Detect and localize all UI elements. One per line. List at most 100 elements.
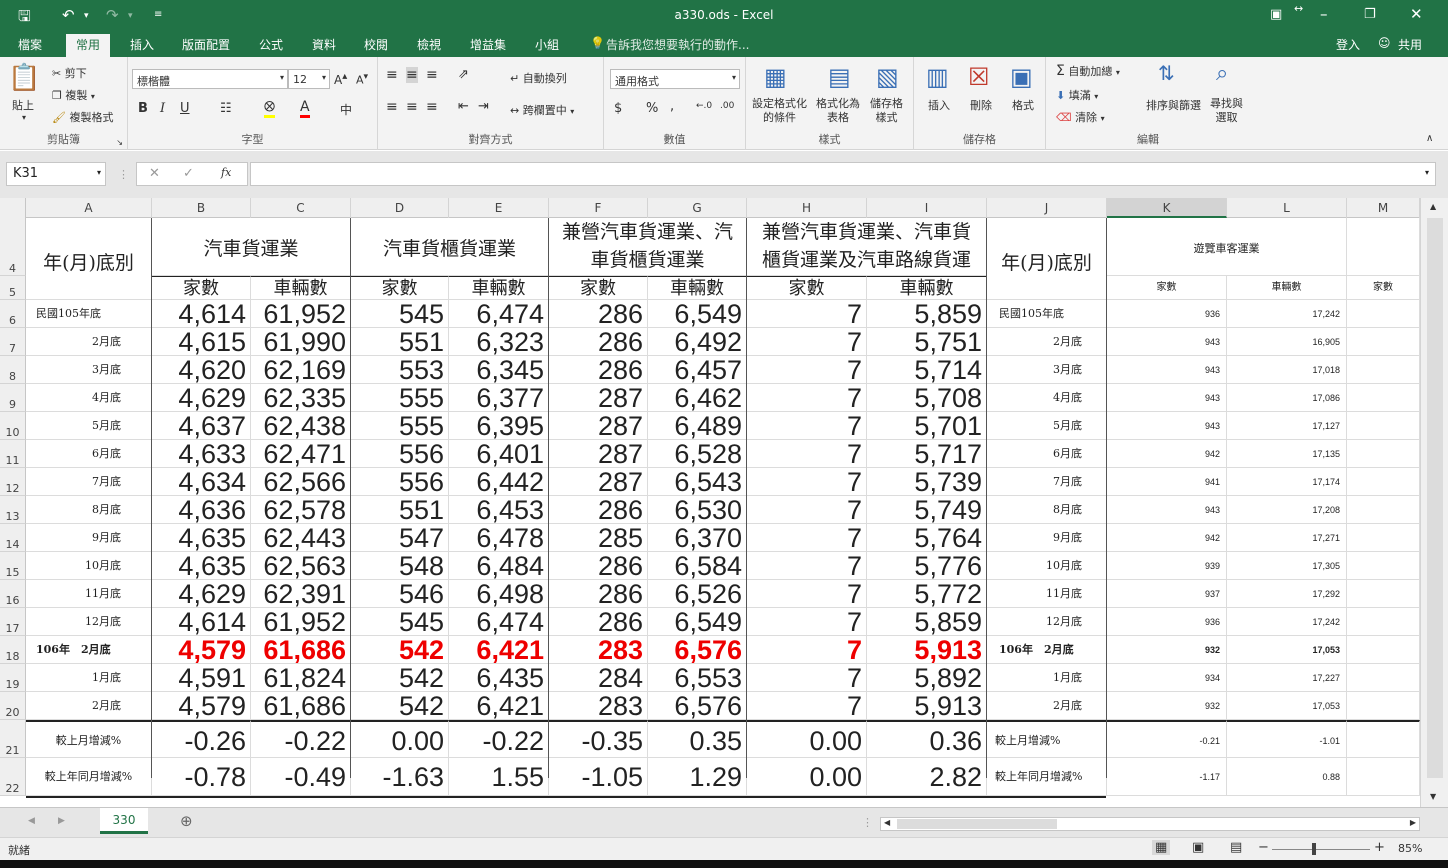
align-top-icon[interactable]: ≡ <box>386 67 398 83</box>
scroll-down-icon[interactable]: ▼ <box>1430 792 1437 801</box>
fill-button[interactable]: ⬇ 填滿 ▾ <box>1056 87 1098 103</box>
empty-cell[interactable] <box>1347 356 1420 384</box>
data-cell[interactable]: 6,584 <box>648 552 747 580</box>
data-cell[interactable]: 5,717 <box>867 440 987 468</box>
row-label-right[interactable]: 民國105年底 <box>987 300 1107 328</box>
data-cell-small[interactable]: 16,905 <box>1227 328 1347 356</box>
row-label-right[interactable]: 12月底 <box>987 608 1107 636</box>
row-label[interactable]: 9月底 <box>26 524 152 552</box>
sign-in-link[interactable]: 登入 <box>1336 38 1361 52</box>
ribbon-display-icon[interactable]: ▣ <box>1270 7 1283 22</box>
data-cell[interactable]: 6,549 <box>648 608 747 636</box>
data-cell[interactable]: 62,169 <box>251 356 351 384</box>
data-cell[interactable]: 62,578 <box>251 496 351 524</box>
conditional-format-button[interactable]: 設定格式化 的條件 <box>752 97 807 125</box>
column-header-i[interactable]: I <box>867 198 987 218</box>
data-cell[interactable]: 6,474 <box>449 300 549 328</box>
row-label-right[interactable]: 7月底 <box>987 468 1107 496</box>
tab-file[interactable]: 檔案 <box>18 38 43 52</box>
formula-input[interactable]: ▾ <box>250 162 1436 186</box>
data-cell[interactable]: 285 <box>549 524 648 552</box>
data-cell[interactable]: 7 <box>747 608 867 636</box>
row-header[interactable]: 9 <box>0 384 26 412</box>
row-label-right[interactable]: 2月底 <box>987 328 1107 356</box>
data-cell[interactable]: 62,438 <box>251 412 351 440</box>
data-cell[interactable]: 5,701 <box>867 412 987 440</box>
data-cell[interactable]: 62,563 <box>251 552 351 580</box>
data-cell-small[interactable]: 932 <box>1107 692 1227 720</box>
data-cell[interactable]: 6,543 <box>648 468 747 496</box>
font-color-icon[interactable]: A <box>300 99 310 118</box>
data-cell[interactable]: 6,435 <box>449 664 549 692</box>
data-cell[interactable]: 5,772 <box>867 580 987 608</box>
data-cell-small[interactable]: 17,135 <box>1227 440 1347 468</box>
data-cell[interactable]: 286 <box>549 496 648 524</box>
underline-button[interactable]: U <box>180 101 190 116</box>
data-cell-small[interactable]: 17,242 <box>1227 300 1347 328</box>
insert-cells-icon[interactable]: ▥ <box>926 63 949 91</box>
data-cell-small[interactable]: 943 <box>1107 384 1227 412</box>
data-cell[interactable]: 286 <box>549 580 648 608</box>
data-cell[interactable]: 548 <box>351 552 449 580</box>
data-cell[interactable]: 7 <box>747 524 867 552</box>
data-cell[interactable]: 7 <box>747 300 867 328</box>
data-cell[interactable]: 62,566 <box>251 468 351 496</box>
data-cell-small[interactable]: 17,227 <box>1227 664 1347 692</box>
change-label-right[interactable]: 較上月增減% <box>987 720 1107 758</box>
data-cell[interactable]: 5,859 <box>867 608 987 636</box>
percent-icon[interactable]: % <box>646 101 659 116</box>
data-cell-small[interactable]: 943 <box>1107 328 1227 356</box>
change-cell-small[interactable]: 0.88 <box>1227 758 1347 796</box>
row-header[interactable]: 12 <box>0 468 26 496</box>
data-cell[interactable]: 7 <box>747 328 867 356</box>
data-cell[interactable]: 4,614 <box>152 300 251 328</box>
tab-insert[interactable]: 插入 <box>130 38 155 52</box>
row-label[interactable]: 5月底 <box>26 412 152 440</box>
row-header[interactable]: 19 <box>0 664 26 692</box>
data-cell[interactable]: 553 <box>351 356 449 384</box>
row-label-right[interactable]: 106年 2月底 <box>987 636 1107 664</box>
redo-icon[interactable]: ↷ <box>106 6 119 24</box>
select-all-corner[interactable] <box>0 198 26 218</box>
row-header[interactable]: 4 <box>0 218 26 276</box>
data-cell[interactable]: 287 <box>549 412 648 440</box>
data-cell[interactable]: 4,636 <box>152 496 251 524</box>
data-cell-small[interactable]: 943 <box>1107 496 1227 524</box>
data-cell[interactable]: 6,498 <box>449 580 549 608</box>
data-cell[interactable]: 62,335 <box>251 384 351 412</box>
data-cell[interactable]: 62,471 <box>251 440 351 468</box>
row-label-right[interactable]: 11月底 <box>987 580 1107 608</box>
row-label[interactable]: 3月底 <box>26 356 152 384</box>
data-cell[interactable]: 4,579 <box>152 692 251 720</box>
column-header-d[interactable]: D <box>351 198 449 218</box>
change-cell[interactable]: 0.35 <box>648 720 747 758</box>
data-cell[interactable]: 5,859 <box>867 300 987 328</box>
align-center-icon[interactable]: ≡ <box>406 99 418 115</box>
align-left-icon[interactable]: ≡ <box>386 99 398 115</box>
data-cell-small[interactable]: 934 <box>1107 664 1227 692</box>
column-header-m[interactable]: M <box>1347 198 1420 218</box>
empty-cell[interactable] <box>1347 300 1420 328</box>
data-cell[interactable]: 4,637 <box>152 412 251 440</box>
data-cell-small[interactable]: 943 <box>1107 412 1227 440</box>
row-header[interactable]: 6 <box>0 300 26 328</box>
data-cell-small[interactable]: 932 <box>1107 636 1227 664</box>
zoom-level[interactable]: 85% <box>1398 842 1423 855</box>
data-cell[interactable]: 546 <box>351 580 449 608</box>
data-cell[interactable]: 4,634 <box>152 468 251 496</box>
row-label[interactable]: 12月底 <box>26 608 152 636</box>
data-cell[interactable]: 61,990 <box>251 328 351 356</box>
row-header[interactable]: 21 <box>0 720 26 758</box>
data-cell[interactable]: 5,751 <box>867 328 987 356</box>
data-cell[interactable]: 7 <box>747 468 867 496</box>
autosum-button[interactable]: Σ 自動加總 ▾ <box>1056 63 1120 79</box>
merge-center-button[interactable]: ↔ 跨欄置中 ▾ <box>510 102 574 118</box>
column-header-j[interactable]: J <box>987 198 1107 218</box>
column-header-l[interactable]: L <box>1227 198 1347 218</box>
row-label[interactable]: 1月底 <box>26 664 152 692</box>
change-cell[interactable]: -0.78 <box>152 758 251 796</box>
customize-icon[interactable]: ≡ <box>154 9 163 20</box>
change-cell[interactable]: 1.55 <box>449 758 549 796</box>
data-cell[interactable]: 62,443 <box>251 524 351 552</box>
